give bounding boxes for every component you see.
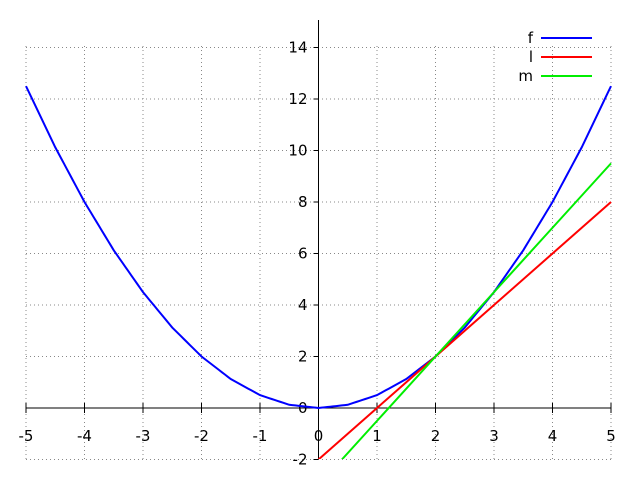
y-ticks: -2 0 2 4 6 8 10 12 14 [288, 39, 319, 469]
series-line-f [25, 85, 612, 410]
y-tick-label: 0 [298, 399, 308, 417]
y-tick-label: 12 [288, 90, 307, 108]
x-tick-label: 1 [372, 427, 382, 445]
x-tick-label: 4 [548, 427, 558, 445]
x-tick-label: -4 [77, 427, 92, 445]
x-tick-label: 3 [489, 427, 499, 445]
legend-label-l: l [529, 48, 533, 66]
y-tick-label: 2 [298, 348, 308, 366]
series [25, 85, 612, 459]
series-line-m [341, 162, 612, 459]
legend-label-m: m [518, 67, 533, 85]
y-tick-label: 6 [298, 245, 308, 263]
legend: flm [518, 29, 592, 85]
y-tick-label: 10 [288, 142, 307, 160]
x-tick-label: -3 [136, 427, 151, 445]
y-tick-label: 4 [298, 296, 308, 314]
x-ticks: -5 -4 -3 -2 -1 0 1 2 3 4 5 [19, 403, 616, 445]
x-tick-label: 5 [606, 427, 616, 445]
x-tick-label: -2 [194, 427, 209, 445]
axes [26, 20, 611, 459]
series-line-l [317, 201, 612, 459]
y-tick-label: -2 [293, 451, 308, 469]
x-tick-label: -5 [19, 427, 34, 445]
y-tick-label: 8 [298, 193, 308, 211]
x-tick-label: -1 [253, 427, 268, 445]
x-tick-label: 0 [314, 427, 324, 445]
y-tick-label: 14 [288, 39, 307, 57]
x-tick-label: 2 [431, 427, 441, 445]
legend-label-f: f [528, 29, 534, 47]
